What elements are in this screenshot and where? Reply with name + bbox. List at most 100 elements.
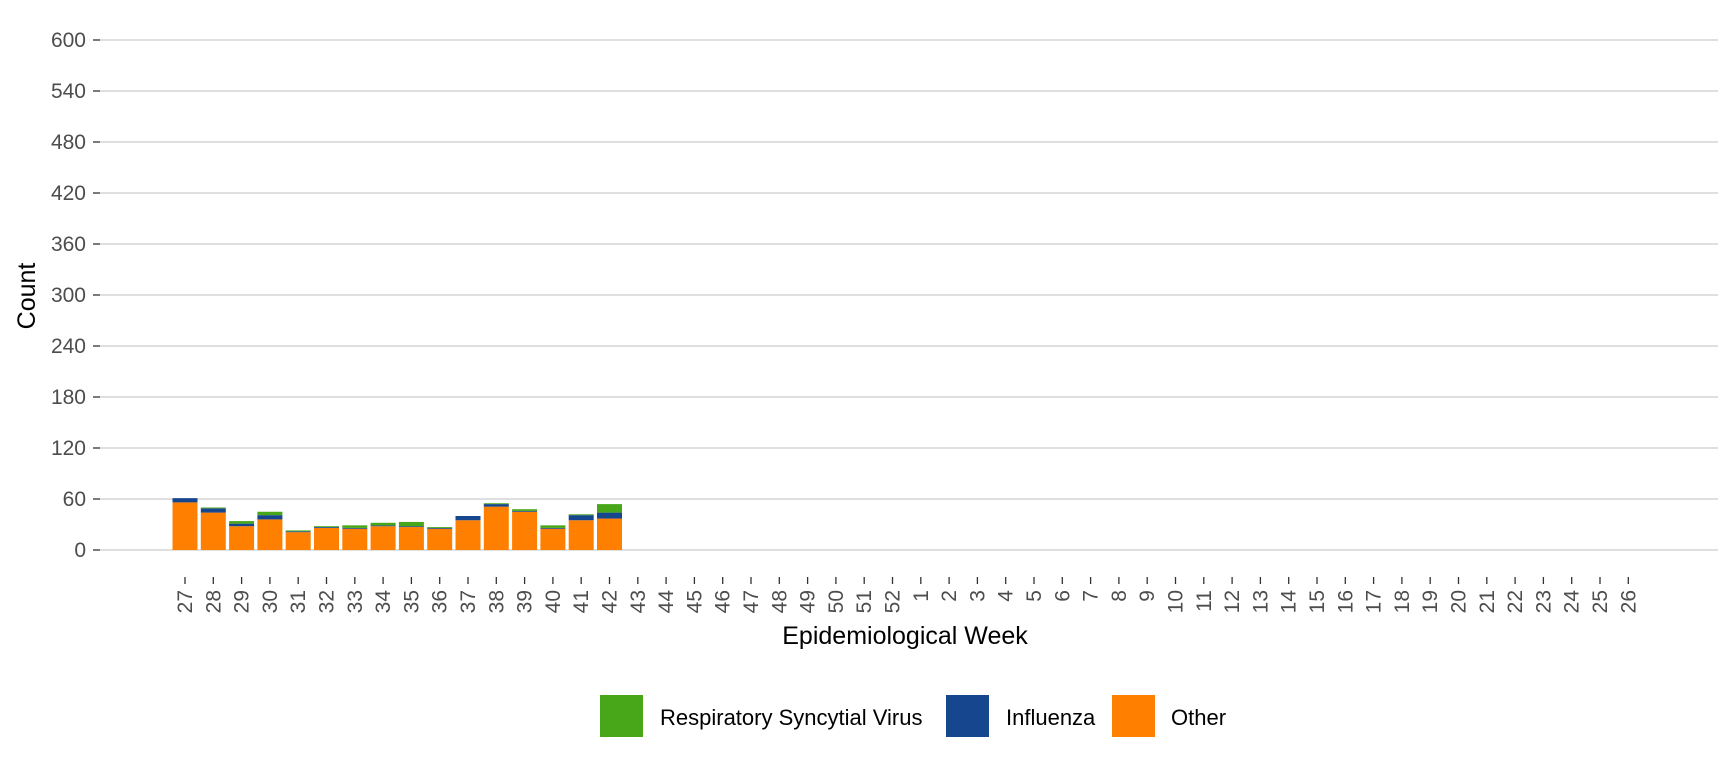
bar-influenza-week-32	[314, 527, 339, 528]
y-tick-label: 60	[63, 488, 86, 511]
bar-influenza-week-33	[342, 527, 368, 529]
x-tick-label: 39	[514, 590, 537, 613]
y-tick-label: 600	[51, 29, 86, 52]
legend-swatch	[600, 695, 643, 737]
x-tick-label: 5	[1023, 590, 1046, 602]
bar-influenza-week-27	[172, 498, 198, 503]
bar-respiratory-syncytial-virus-week-35	[398, 521, 424, 527]
x-tick-label: 2	[938, 590, 961, 602]
x-tick-label: 1	[910, 590, 933, 602]
x-tick-label: 37	[457, 590, 480, 613]
bar-respiratory-syncytial-virus-week-34	[370, 522, 396, 526]
x-tick-label: 15	[1306, 590, 1329, 613]
bar-influenza-week-39	[512, 510, 538, 512]
y-tick-label: 420	[51, 182, 86, 205]
x-tick-label: 16	[1334, 590, 1357, 613]
x-tick-label: 9	[1136, 590, 1159, 602]
legend-item: Other	[1112, 695, 1226, 737]
x-tick-label: 20	[1448, 590, 1471, 613]
bar-influenza-week-37	[455, 516, 481, 521]
x-tick-label: 29	[231, 590, 254, 613]
x-tick-label: 50	[825, 590, 848, 613]
x-tick-label: 23	[1532, 590, 1555, 613]
bar-influenza-week-36	[427, 527, 453, 529]
bar-influenza-week-40	[540, 527, 566, 529]
bar-influenza-week-41	[568, 515, 594, 521]
y-axis-title: Count	[13, 263, 41, 330]
x-tick-label: 35	[400, 590, 423, 613]
y-tick-label: 540	[51, 80, 86, 103]
x-tick-label: 25	[1589, 590, 1612, 613]
legend-item: Respiratory Syncytial Virus	[600, 695, 922, 737]
bar-respiratory-syncytial-virus-week-36	[427, 527, 453, 528]
bar-influenza-week-34	[370, 525, 396, 527]
bar-other-week-39	[512, 511, 538, 550]
x-tick-label: 11	[1193, 590, 1216, 612]
bar-influenza-week-35	[398, 526, 424, 528]
x-tick-label: 26	[1617, 590, 1640, 613]
bar-influenza-week-28	[200, 508, 226, 513]
x-tick-label: 52	[882, 590, 905, 613]
bar-influenza-week-29	[229, 523, 255, 527]
bar-respiratory-syncytial-virus-week-28	[200, 507, 226, 509]
x-tick-label: 42	[599, 590, 622, 613]
gridlines	[100, 39, 1718, 551]
x-tick-label: 18	[1391, 590, 1414, 613]
legend-label: Respiratory Syncytial Virus	[660, 705, 922, 730]
y-tick-label: 180	[51, 386, 86, 409]
bar-respiratory-syncytial-virus-week-42	[597, 504, 622, 513]
legend-label: Influenza	[1006, 705, 1096, 730]
x-tick-label: 40	[542, 590, 565, 613]
x-tick-label: 13	[1249, 590, 1272, 613]
bar-respiratory-syncytial-virus-week-40	[540, 525, 566, 528]
x-axis: 27 28 29 30 31 32 33 34 35 36 37 38 39 40 41 42 43 44 45 46…	[174, 577, 1640, 613]
x-tick-label: 22	[1504, 590, 1527, 613]
x-tick-label: 14	[1278, 590, 1301, 614]
x-tick-label: 47	[740, 590, 763, 613]
x-tick-label: 38	[485, 590, 508, 613]
bar-respiratory-syncytial-virus-week-30	[257, 511, 283, 516]
legend-swatch	[1112, 695, 1155, 737]
x-tick-label: 45	[683, 590, 706, 613]
bars	[172, 498, 622, 550]
x-tick-label: 27	[174, 590, 197, 613]
legend-label: Other	[1171, 705, 1226, 730]
y-tick-label: 120	[51, 437, 86, 460]
x-tick-label: 19	[1419, 590, 1442, 613]
x-tick-label: 24	[1561, 590, 1584, 614]
x-tick-label: 32	[316, 590, 339, 613]
bar-respiratory-syncytial-virus-week-38	[483, 503, 509, 505]
bar-respiratory-syncytial-virus-week-39	[512, 509, 538, 511]
legend: Respiratory Syncytial Virus Influenza Othe…	[600, 695, 1226, 737]
x-axis-title: Epidemiological Week	[782, 622, 1028, 650]
x-tick-label: 12	[1221, 590, 1244, 613]
x-tick-label: 43	[627, 590, 650, 613]
y-tick-label: 360	[51, 233, 86, 256]
y-tick-label: 0	[74, 539, 86, 562]
legend-item: Influenza	[946, 695, 1096, 737]
bar-other-week-37	[455, 520, 481, 550]
bar-respiratory-syncytial-virus-week-33	[342, 525, 368, 528]
bar-other-week-42	[597, 518, 622, 550]
x-tick-label: 3	[966, 590, 989, 602]
bar-other-week-35	[398, 527, 424, 550]
y-axis: 0 60 120 180 240 300 360 420 480 540 600	[51, 29, 100, 562]
x-tick-label: 36	[429, 590, 452, 613]
x-tick-label: 10	[1165, 590, 1188, 613]
y-tick-label: 240	[51, 335, 86, 358]
x-tick-label: 17	[1363, 590, 1386, 613]
y-tick-label: 480	[51, 131, 86, 154]
x-tick-label: 30	[259, 590, 282, 613]
x-tick-label: 46	[712, 590, 735, 613]
y-tick-label: 300	[51, 284, 86, 307]
x-tick-label: 28	[202, 590, 225, 613]
bar-influenza-week-30	[257, 515, 283, 520]
x-tick-label: 51	[853, 590, 876, 613]
legend-swatch	[946, 695, 989, 737]
bar-other-week-34	[370, 526, 396, 550]
x-tick-label: 44	[655, 590, 678, 614]
bar-other-week-36	[427, 528, 453, 550]
bar-other-week-28	[200, 512, 226, 550]
